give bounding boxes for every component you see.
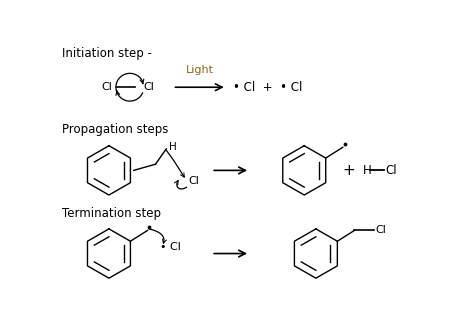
- Text: • Cl  +  • Cl: • Cl + • Cl: [233, 81, 302, 94]
- Text: Cl: Cl: [143, 82, 154, 92]
- Text: Initiation step -: Initiation step -: [63, 47, 152, 60]
- Text: H: H: [362, 164, 371, 177]
- Text: Cl: Cl: [386, 164, 397, 177]
- Text: • Cl: • Cl: [160, 242, 181, 252]
- Text: +: +: [343, 163, 356, 178]
- Text: Termination step: Termination step: [63, 207, 162, 220]
- Text: Light: Light: [185, 65, 214, 75]
- Text: Cl: Cl: [188, 176, 199, 186]
- Text: H: H: [169, 142, 176, 152]
- Text: Cl: Cl: [101, 82, 112, 92]
- Text: Propagation steps: Propagation steps: [63, 123, 169, 136]
- Text: Cl: Cl: [375, 225, 386, 236]
